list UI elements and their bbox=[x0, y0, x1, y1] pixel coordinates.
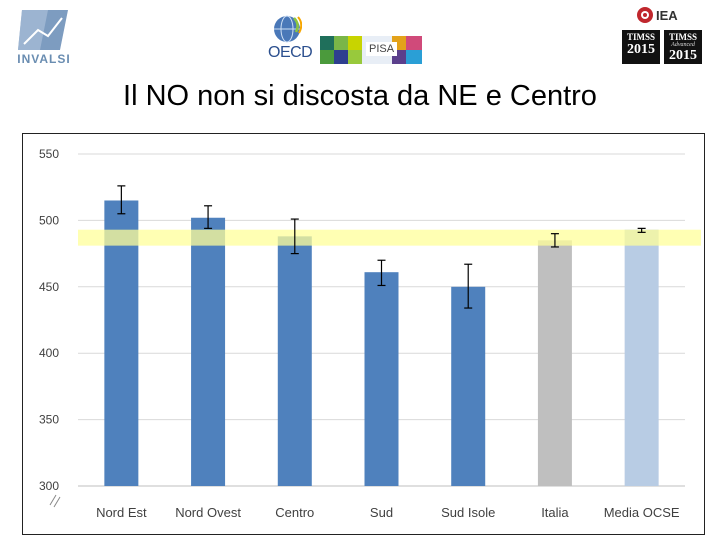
iea-wordmark: IEA bbox=[656, 8, 678, 23]
bar-sud bbox=[364, 272, 399, 486]
x-tick-label: Centro bbox=[275, 505, 314, 520]
x-tick-label: Sud Isole bbox=[441, 505, 495, 520]
bar-centro bbox=[277, 236, 312, 486]
reference-band bbox=[78, 229, 701, 246]
x-tick-label: Sud bbox=[370, 505, 393, 520]
invalsi-mark-icon bbox=[18, 10, 68, 50]
y-tick-label: 300 bbox=[39, 479, 59, 493]
timss-badge-name: TIMSS bbox=[626, 32, 655, 42]
bar-italia bbox=[537, 240, 572, 486]
bar-nord-ovest bbox=[191, 217, 226, 486]
oecd-logo: OECD bbox=[268, 14, 320, 66]
oecd-wordmark: OECD bbox=[268, 44, 313, 61]
y-tick-label: 350 bbox=[39, 413, 59, 427]
invalsi-logo: INVALSI bbox=[16, 10, 72, 70]
y-tick-label: 400 bbox=[39, 346, 59, 360]
invalsi-wordmark: INVALSI bbox=[17, 52, 71, 66]
pisa-wordmark: PISA bbox=[366, 42, 398, 56]
timss-badge: TIMSS 2015 bbox=[622, 30, 660, 64]
chart-frame: 300 350 400 450 500 550 Nord Est Nord Ovest Cent… bbox=[22, 133, 705, 535]
bar-nord-est bbox=[104, 200, 139, 486]
x-tick-label: Nord Est bbox=[96, 505, 147, 520]
x-tick-label: Nord Ovest bbox=[175, 505, 241, 520]
iea-logo: IEA bbox=[636, 6, 686, 26]
axis-break-icon bbox=[49, 494, 61, 508]
pisa-logo: PISA bbox=[320, 36, 422, 64]
bar-chart: 300 350 400 450 500 550 Nord Est Nord Ovest Cent… bbox=[39, 147, 701, 520]
slide-title: Il NO non si discosta da NE e Centro bbox=[123, 80, 597, 112]
iea-emblem-icon bbox=[637, 7, 653, 23]
timss-advanced-badge-year: 2015 bbox=[669, 48, 697, 63]
timss-advanced-badge: TIMSS Advanced 2015 bbox=[664, 30, 702, 64]
timss-badge-year: 2015 bbox=[627, 42, 655, 57]
bar-sud-isole bbox=[451, 286, 486, 486]
globe-icon bbox=[274, 15, 302, 43]
timss-advanced-badge-name: TIMSS bbox=[668, 32, 697, 42]
y-tick-label: 550 bbox=[39, 147, 59, 161]
x-tick-label: Italia bbox=[541, 505, 569, 520]
timss-advanced-badge-sub: Advanced bbox=[671, 42, 695, 48]
bar-media-ocse bbox=[624, 229, 659, 487]
y-tick-label: 500 bbox=[39, 213, 59, 227]
y-tick-label: 450 bbox=[39, 280, 59, 294]
x-tick-label: Media OCSE bbox=[604, 505, 680, 520]
